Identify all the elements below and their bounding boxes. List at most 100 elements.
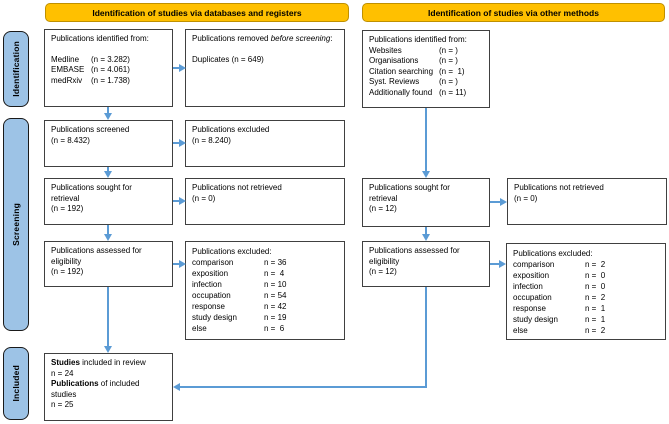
not-retrieved-other-count: (n = 0): [514, 193, 538, 203]
header-other-methods: Identification of studies via other meth…: [362, 3, 665, 22]
exclusion-reason: infection: [192, 280, 222, 289]
exclusion-count: n = 1: [585, 315, 606, 324]
assessed-other-text1: Publications assessed for: [369, 246, 460, 255]
included-publications-count: n = 25: [51, 400, 74, 409]
other-source-label: Organisations: [369, 56, 419, 65]
phase-label-included: Included: [3, 347, 29, 420]
excluded-other-title: Publications excluded:: [513, 249, 593, 258]
excluded-db-title: Publications excluded:: [192, 247, 272, 256]
excluded-db-row: comparison n = 36: [192, 257, 338, 268]
box-other-identified-title: Publications identified from:: [369, 35, 467, 44]
included-publications-word: Publications: [51, 379, 99, 388]
included-line3-rest: of included: [98, 379, 140, 388]
other-source-count: (n = ): [439, 56, 458, 65]
exclusion-count: n = 0: [585, 282, 606, 291]
box-excluded-other: Publications excluded: comparison n = 2 e…: [506, 243, 666, 340]
other-source-label: Additionally found: [369, 87, 433, 97]
included-line4: studies: [51, 389, 77, 399]
removed-intro-italic: before screening: [270, 34, 331, 43]
phase-label-screening: Screening: [3, 118, 29, 331]
box-screened: Publications screened (n = 8.432): [44, 120, 173, 167]
db-source-label: Medline: [51, 54, 80, 64]
exclusion-reason: occupation: [192, 291, 231, 300]
exclusion-reason: comparison: [192, 258, 234, 267]
exclusion-count: n = 0: [585, 271, 606, 280]
db-source-count: (n = 1.738): [91, 75, 130, 85]
excluded-other-row: study design n = 1: [513, 314, 659, 325]
excluded-screening-count: (n = 8.240): [192, 135, 231, 145]
included-label: Included: [11, 365, 21, 402]
box-db-identified: Publications identified from: Medline (n…: [44, 29, 173, 107]
exclusion-count: n = 42: [264, 302, 287, 311]
excluded-db-row: exposition n = 4: [192, 268, 338, 279]
other-source-count: (n = 11): [439, 87, 467, 97]
exclusion-reason: infection: [513, 282, 543, 291]
exclusion-count: n = 2: [585, 260, 606, 269]
excluded-db-row: else n = 6: [192, 323, 338, 334]
exclusion-reason: else: [192, 324, 207, 333]
box-not-retrieved-db: Publications not retrieved (n = 0): [185, 178, 345, 225]
not-retrieved-db-text: Publications not retrieved: [192, 183, 282, 192]
exclusion-reason: response: [192, 302, 225, 311]
included-line1-rest: included in review: [79, 358, 146, 367]
header-databases-registers: Identification of studies via databases …: [45, 3, 349, 22]
assessed-db-text1: Publications assessed for: [51, 246, 142, 255]
box-assessed-other: Publications assessed for eligibility (n…: [362, 241, 490, 287]
exclusion-reason: comparison: [513, 260, 555, 269]
db-source-row: medRxiv (n = 1.738): [51, 76, 166, 87]
box-assessed-db: Publications assessed for eligibility (n…: [44, 241, 173, 287]
exclusion-count: n = 4: [264, 269, 285, 278]
included-line3: Publications of included: [51, 379, 166, 390]
exclusion-count: n = 2: [585, 293, 606, 302]
not-retrieved-db-count: (n = 0): [192, 193, 216, 203]
exclusion-reason: exposition: [513, 271, 550, 280]
db-source-label: medRxiv: [51, 75, 83, 85]
box-sought-db: Publications sought for retrieval (n = 1…: [44, 178, 173, 225]
assessed-db-count: (n = 192): [51, 267, 84, 276]
other-source-row: Organisations (n = ): [369, 56, 483, 67]
assessed-other-count: (n = 12): [369, 267, 397, 276]
included-studies-count: n = 24: [51, 368, 74, 378]
screening-label: Screening: [11, 203, 21, 246]
box-removed-before-screening: Publications removed before screening: D…: [185, 29, 345, 107]
excluded-other-row: exposition n = 0: [513, 270, 659, 281]
other-source-label: Syst. Reviews: [369, 77, 420, 86]
excluded-screening-text: Publications excluded: [192, 125, 270, 134]
removed-intro-suffix: :: [330, 34, 333, 43]
excluded-db-row: response n = 42: [192, 301, 338, 312]
excluded-other-row: comparison n = 2: [513, 259, 659, 270]
identification-label: Identification: [11, 41, 21, 97]
exclusion-count: n = 36: [264, 258, 287, 267]
other-source-row: Additionally found (n = 11): [369, 88, 483, 99]
header-other-label: Identification of studies via other meth…: [428, 7, 599, 18]
exclusion-count: n = 54: [264, 291, 287, 300]
other-source-count: (n = 1): [439, 66, 465, 76]
not-retrieved-other-text: Publications not retrieved: [514, 183, 604, 192]
box-included: Studies included in review n = 24 Public…: [44, 353, 173, 421]
screened-text: Publications screened: [51, 125, 130, 134]
screened-count: (n = 8.432): [51, 135, 90, 145]
sought-other-count: (n = 12): [369, 204, 397, 213]
exclusion-count: n = 1: [585, 304, 606, 313]
removed-title: Publications removed before screening:: [192, 34, 338, 45]
exclusion-count: n = 19: [264, 313, 287, 322]
other-source-row: Websites (n = ): [369, 46, 483, 57]
box-excluded-screening: Publications excluded (n = 8.240): [185, 120, 345, 167]
excluded-other-row: else n = 2: [513, 325, 659, 336]
excluded-other-row: infection n = 0: [513, 281, 659, 292]
other-source-row: Syst. Reviews (n = ): [369, 77, 483, 88]
exclusion-count: n = 2: [585, 326, 606, 335]
exclusion-reason: study design: [513, 315, 558, 324]
box-db-identified-title: Publications identified from:: [51, 34, 149, 43]
sought-other-text2: retrieval: [369, 193, 398, 203]
exclusion-reason: exposition: [192, 269, 229, 278]
other-source-count: (n = ): [439, 77, 458, 86]
phase-label-identification: Identification: [3, 31, 29, 107]
box-not-retrieved-other: Publications not retrieved (n = 0): [507, 178, 667, 225]
excluded-db-row: study design n = 19: [192, 312, 338, 323]
db-source-row: Medline (n = 3.282): [51, 55, 166, 66]
assessed-db-text2: eligibility: [51, 256, 82, 266]
removed-duplicates: Duplicates (n = 649): [192, 54, 264, 64]
other-source-row: Citation searching (n = 1): [369, 67, 483, 78]
